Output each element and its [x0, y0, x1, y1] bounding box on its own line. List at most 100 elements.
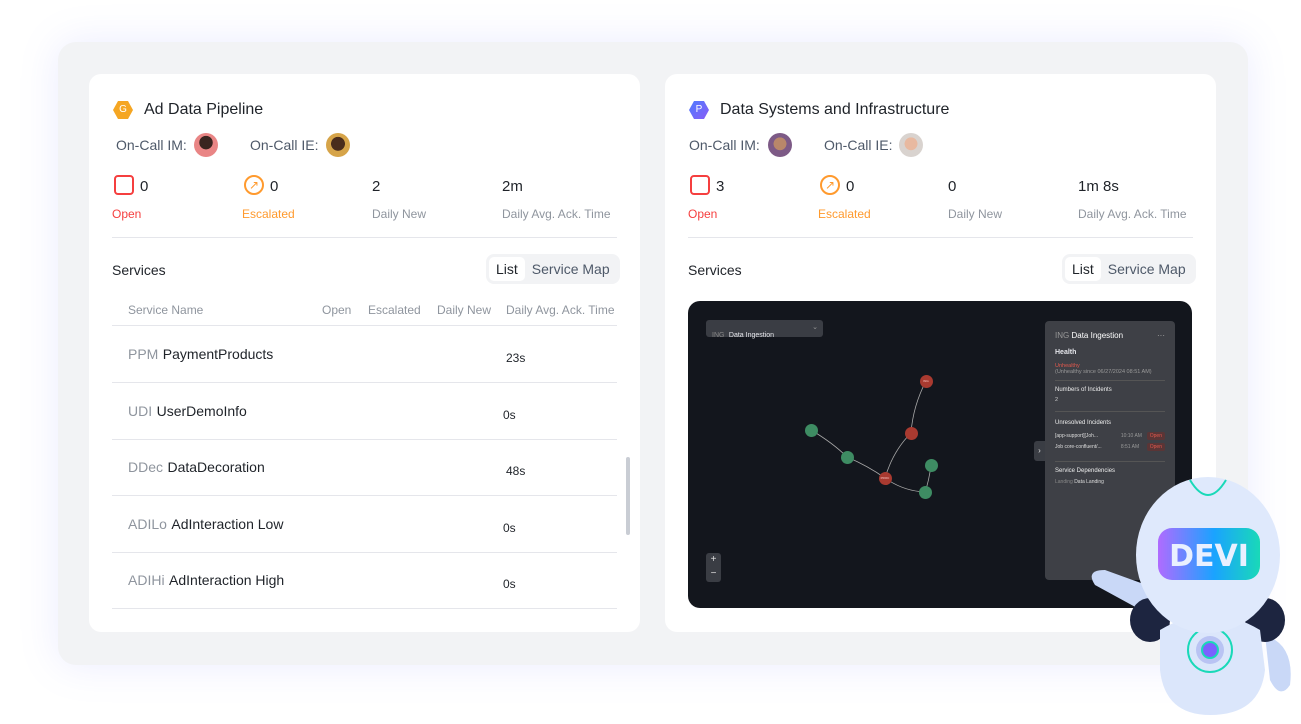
tab-list[interactable]: List	[1065, 257, 1101, 281]
zoom-out-button[interactable]: −	[710, 568, 717, 579]
ack-time-cell: 0s	[503, 520, 516, 535]
divider	[112, 237, 617, 238]
daily-new-count: 0	[948, 178, 957, 195]
selector-abbr: ING	[712, 332, 725, 339]
zoom-controls: + −	[706, 553, 721, 582]
mascot-visor	[1158, 528, 1260, 580]
health-status: Unhealthy	[1055, 363, 1080, 369]
view-toggle: List Service Map	[486, 254, 620, 284]
health-since: (Unhealthy since 06/27/2024 08:51 AM)	[1055, 369, 1152, 375]
daily-new-label: Daily New	[372, 207, 427, 221]
service-name[interactable]: AdInteraction High	[169, 572, 285, 588]
panel-title: Data Ingestion	[1071, 331, 1124, 340]
table-header-divider	[112, 325, 617, 326]
view-toggle: List Service Map	[1062, 254, 1196, 284]
collapse-panel-button[interactable]: ›	[1034, 441, 1045, 461]
col-open[interactable]: Open	[322, 303, 352, 317]
divider	[1055, 411, 1165, 412]
mascot-label: DEVI	[1169, 539, 1249, 574]
daily-new-label: Daily New	[948, 207, 1003, 221]
col-service-name[interactable]: Service Name	[128, 303, 204, 317]
edge	[910, 380, 927, 434]
service-selector[interactable]: ING Data Ingestion ⌄	[706, 320, 823, 339]
panel-abbr: ING	[1055, 331, 1070, 340]
mascot-body	[1160, 615, 1265, 715]
team-badge-icon: G	[113, 101, 133, 119]
mascot-core-icon	[1201, 641, 1219, 659]
dep-name[interactable]: Data Landing	[1074, 479, 1104, 485]
incident-title: [app-support][Joh...	[1055, 433, 1099, 439]
more-icon[interactable]: ···	[1157, 331, 1165, 340]
divider	[1055, 380, 1165, 381]
service-node[interactable]	[918, 485, 932, 499]
oncall-im-avatar[interactable]	[768, 133, 792, 157]
ack-time-cell: 0s	[503, 577, 516, 591]
health-label: Health	[1055, 349, 1077, 356]
oncall-ie-label: On-Call IE:	[250, 137, 319, 153]
ack-time-cell: 0s	[503, 407, 516, 422]
services-title: Services	[688, 262, 742, 278]
tab-list[interactable]: List	[489, 257, 525, 281]
oncall-im-avatar[interactable]	[194, 133, 218, 157]
oncall-im-label: On-Call IM:	[689, 137, 760, 153]
service-name[interactable]: DataDecoration	[167, 459, 265, 475]
table-row[interactable]: DDec DataDecoration 48s	[112, 439, 617, 496]
service-abbr: ADIHi	[128, 572, 165, 588]
service-abbr: PPM	[128, 346, 159, 362]
incident-status-badge: Open	[1146, 432, 1165, 440]
team-badge-icon: P	[689, 101, 709, 119]
col-daily-new[interactable]: Daily New	[437, 303, 492, 317]
service-node[interactable]: PROC	[878, 471, 892, 485]
mascot-arm	[1265, 635, 1291, 692]
ack-time-value: 2m	[502, 178, 523, 195]
services-title: Services	[112, 262, 166, 278]
service-abbr: ADILo	[128, 515, 167, 532]
incidents-count: 2	[1055, 397, 1059, 403]
edge	[884, 432, 912, 479]
service-name[interactable]: UserDemoInfo	[156, 402, 247, 419]
selector-name: Data Ingestion	[728, 332, 775, 339]
ack-time-label: Daily Avg. Ack. Time	[502, 207, 611, 221]
service-abbr: DDec	[128, 459, 164, 475]
service-map[interactable]: ING Data Ingestion ⌄ ING PROC + − › ING D…	[688, 301, 1192, 608]
col-ack-time[interactable]: Daily Avg. Ack. Time	[506, 303, 615, 317]
table-row[interactable]: ADIHi AdInteraction High 0s	[112, 552, 617, 609]
oncall-ie-label: On-Call IE:	[824, 137, 893, 153]
oncall-im-label: On-Call IM:	[116, 137, 187, 153]
table-row[interactable]: ADILo AdInteraction Low 0s	[112, 496, 617, 553]
escalated-arrow-icon: ↗	[244, 175, 264, 195]
tab-service-map[interactable]: Service Map	[1107, 261, 1186, 277]
escalated-label: Escalated	[818, 207, 871, 221]
escalated-count: 0	[270, 178, 279, 195]
unresolved-label: Unresolved Incidents	[1055, 420, 1112, 426]
service-name[interactable]: PaymentProducts	[162, 346, 274, 362]
ack-time-value: 1m 8s	[1078, 178, 1119, 195]
oncall-ie-avatar[interactable]	[326, 133, 350, 157]
incident-item[interactable]: [app-support][Joh... 10:10 AM Open	[1055, 432, 1165, 440]
zoom-in-button[interactable]: +	[710, 554, 717, 565]
service-node[interactable]	[904, 426, 918, 440]
table-scrollbar[interactable]	[626, 457, 630, 535]
ack-time-cell: 48s	[506, 464, 526, 478]
escalated-arrow-icon: ↗	[820, 175, 840, 195]
incident-title: Job core-confluent/...	[1055, 444, 1102, 450]
escalated-count: 0	[846, 178, 855, 195]
tab-service-map[interactable]: Service Map	[531, 261, 610, 277]
table-row[interactable]: UDI UserDemoInfo 0s	[112, 383, 617, 440]
oncall-ie-avatar[interactable]	[899, 133, 923, 157]
service-name[interactable]: AdInteraction Low	[171, 515, 284, 532]
open-calendar-icon	[690, 175, 710, 195]
service-node[interactable]: ING	[919, 374, 933, 388]
incident-time: 10:10 AM	[1120, 433, 1142, 439]
ack-time-cell: 23s	[506, 351, 526, 365]
service-node[interactable]	[804, 423, 818, 437]
open-count: 3	[716, 178, 725, 195]
open-calendar-icon	[114, 175, 134, 195]
open-label: Open	[688, 207, 718, 221]
deps-label: Service Dependencies	[1055, 468, 1116, 474]
table-row[interactable]: PPM PaymentProducts 23s	[112, 326, 617, 383]
service-node[interactable]	[924, 458, 938, 472]
service-node[interactable]	[840, 450, 854, 464]
incident-item[interactable]: Job core-confluent/... 8:51 AM Open	[1055, 443, 1165, 451]
col-escalated[interactable]: Escalated	[368, 303, 421, 317]
